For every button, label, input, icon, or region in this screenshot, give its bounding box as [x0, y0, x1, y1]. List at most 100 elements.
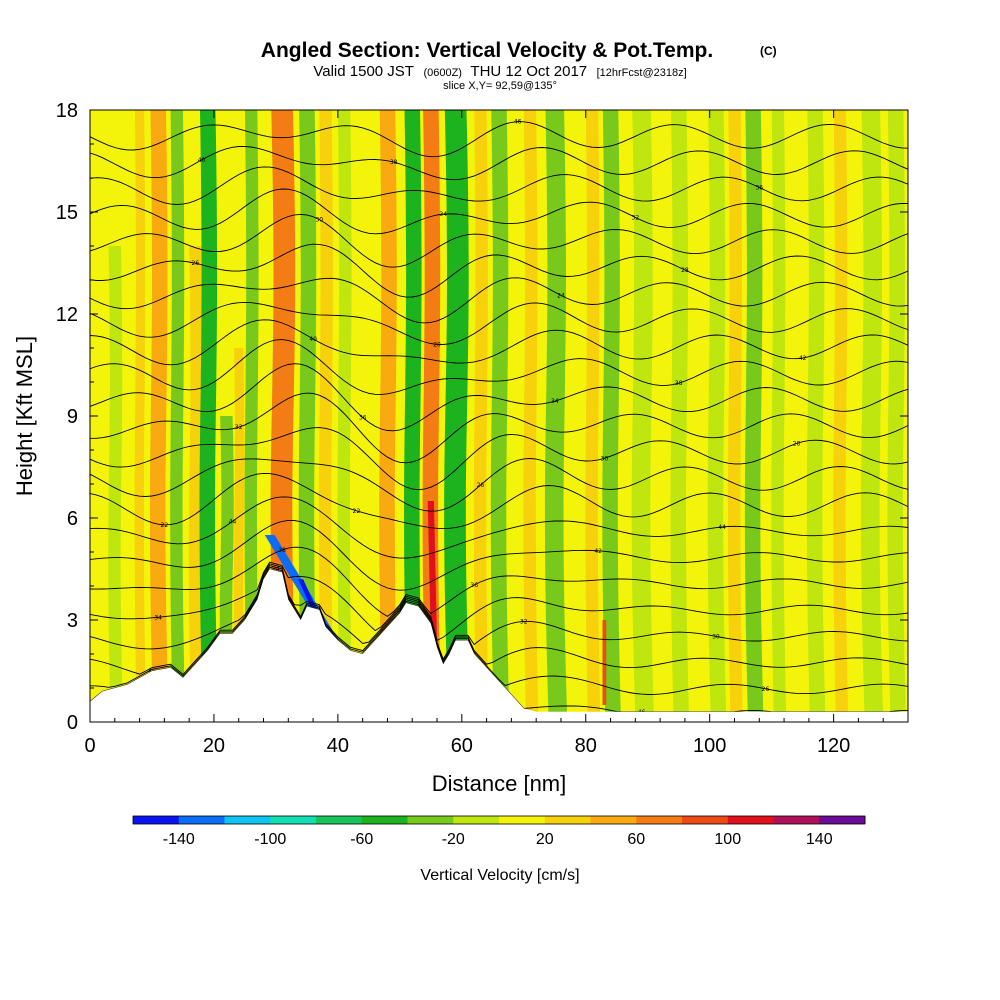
subtitle-date: THU 12 Oct 2017 [470, 63, 587, 80]
theta-contour-label: 32 [520, 618, 528, 625]
theta-contour-label: 22 [161, 522, 169, 529]
colorbar-swatch [636, 816, 683, 824]
velocity-band [544, 110, 568, 722]
colorbar-swatch [544, 816, 591, 824]
y-tick-label: 3 [67, 610, 78, 632]
theta-contour [90, 561, 908, 642]
theta-contour [90, 166, 908, 205]
chart-title-unit: (C) [760, 44, 777, 58]
x-tick-label: 100 [693, 735, 726, 757]
velocity-band [490, 110, 510, 722]
x-tick-label: 20 [203, 735, 225, 757]
theta-contour-label: 26 [762, 686, 770, 693]
slice-label: slice X,Y= 92,59@135° [443, 80, 557, 92]
y-axis-label: Height [Kft MSL] [12, 336, 37, 496]
theta-contour [90, 339, 908, 395]
theta-contour-label: 36 [470, 582, 478, 589]
velocity-band [806, 110, 826, 722]
y-axis: 0 36 9 12 15 18 [56, 100, 908, 734]
theta-contour [90, 566, 908, 695]
velocity-field [108, 110, 907, 722]
velocity-band [727, 110, 743, 722]
theta-contour-label: 30 [601, 455, 609, 462]
y-tick-label: 18 [56, 100, 78, 122]
theta-contour [90, 496, 908, 559]
theta-contour-label: 28 [396, 607, 404, 614]
theta-contour-label: 26 [192, 260, 200, 267]
theta-contour-label: 32 [632, 214, 640, 221]
colorbar-swatch [682, 816, 729, 824]
theta-contour [90, 213, 908, 268]
x-axis: 0 20 40 60 80 100 120 [84, 110, 909, 757]
velocity-band [422, 110, 442, 722]
colorbar-swatch [407, 816, 454, 824]
subtitle-forecast: [12hrFcst@2318z] [597, 67, 687, 79]
theta-contour-label: 44 [718, 524, 726, 531]
y-tick-label: 0 [67, 712, 78, 734]
y-tick-label: 15 [56, 202, 78, 224]
x-tick-label: 60 [451, 735, 473, 757]
theta-contour-label: 22 [353, 508, 361, 515]
velocity-band [585, 110, 601, 722]
velocity-band [744, 110, 764, 722]
y-tick-label: 12 [56, 304, 78, 326]
theta-contour-label: 26 [477, 482, 485, 489]
x-tick-label: 120 [817, 735, 850, 757]
velocity-feature [427, 501, 438, 641]
theta-contours [90, 121, 908, 713]
theta-contour-label: 44 [229, 518, 237, 525]
velocity-band [523, 110, 539, 722]
colorbar-swatch [819, 816, 866, 824]
colorbar-label: 100 [714, 831, 741, 848]
x-tick-label: 0 [84, 735, 95, 757]
theta-contour [90, 301, 908, 345]
colorbar-swatch [361, 816, 408, 824]
theta-contour [90, 319, 908, 366]
colorbar-title: Vertical Velocity [cm/s] [420, 867, 579, 884]
colorbar-swatch [727, 816, 774, 824]
colorbar-label: 20 [536, 831, 554, 848]
theta-contour [90, 277, 908, 324]
velocity-band [318, 110, 334, 722]
chart-title: Angled Section: Vertical Velocity & Pot.… [261, 39, 713, 62]
colorbar-swatch [224, 816, 271, 824]
theta-contour-label: 34 [439, 211, 447, 218]
x-axis-label: Distance [nm] [432, 771, 567, 796]
colorbar-frame [132, 815, 866, 825]
velocity-band [108, 246, 124, 722]
velocity-band [298, 110, 318, 722]
theta-contour-label: 34 [551, 398, 559, 405]
theta-contour-label: 42 [594, 548, 602, 555]
colorbar-swatch [270, 816, 317, 824]
theta-contour-label: 24 [272, 566, 280, 573]
colorbar-label: -20 [442, 831, 465, 848]
theta-contour-label: 38 [278, 547, 286, 554]
theta-contour-label: 42 [799, 355, 807, 362]
velocity-band [444, 110, 471, 722]
subtitle-utc: (0600Z) [423, 67, 462, 79]
subtitle-valid: Valid 1500 JST [313, 63, 414, 80]
velocity-band [379, 110, 398, 722]
theta-contour [90, 243, 908, 298]
theta-contour-label: 40 [309, 336, 317, 343]
theta-contour-label: 28 [793, 441, 801, 448]
colorbar-swatch [316, 816, 363, 824]
velocity-band [887, 110, 907, 722]
velocity-band [170, 110, 186, 722]
theta-contour-label: 36 [755, 184, 763, 191]
velocity-band [833, 110, 849, 722]
theta-contour [90, 563, 908, 661]
x-tick-label: 40 [327, 735, 349, 757]
theta-contour-label: 28 [681, 267, 689, 274]
velocity-band [602, 110, 622, 722]
chart-subtitle: Valid 1500 JST (0600Z) THU 12 Oct 2017 [… [313, 63, 686, 80]
velocity-band [404, 110, 423, 722]
theta-contour [90, 565, 908, 676]
theta-contour-label: 20 [433, 341, 441, 348]
theta-contour [90, 519, 908, 591]
y-tick-label: 9 [67, 406, 78, 428]
colorbar-label: 60 [627, 831, 645, 848]
colorbar-swatch [499, 816, 546, 824]
x-tick-label: 80 [575, 735, 597, 757]
